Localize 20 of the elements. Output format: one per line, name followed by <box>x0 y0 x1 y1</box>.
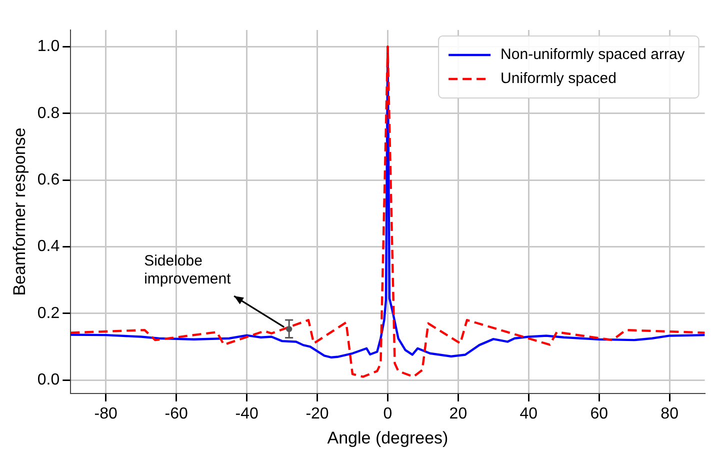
y-tick-label: 0.4 <box>37 238 60 256</box>
x-tick-label: -40 <box>235 405 258 422</box>
x-tick-label: 60 <box>590 405 608 422</box>
y-tick-label: 1.0 <box>37 38 60 56</box>
x-tick-label: 80 <box>660 405 679 422</box>
y-axis-title: Beamformer response <box>10 128 29 296</box>
x-tick-label: 0 <box>383 405 392 422</box>
x-tick-label: -80 <box>94 405 118 422</box>
y-tick-label: 0.0 <box>37 371 60 388</box>
legend-label: Non-uniformly spaced array <box>500 46 686 64</box>
y-tick-label: 0.6 <box>37 171 60 188</box>
x-tick-label: -60 <box>164 405 188 422</box>
x-tick-label: 20 <box>449 405 468 422</box>
legend-label: Uniformly spaced <box>500 70 616 88</box>
x-axis-title: Angle (degrees) <box>327 428 448 448</box>
y-tick-label: 0.2 <box>37 304 60 322</box>
x-tick-label: -20 <box>306 405 329 422</box>
annotation: Sidelobe improvement <box>144 252 232 288</box>
y-tick-label: 0.8 <box>37 104 60 122</box>
x-tick-label: 40 <box>520 405 538 422</box>
